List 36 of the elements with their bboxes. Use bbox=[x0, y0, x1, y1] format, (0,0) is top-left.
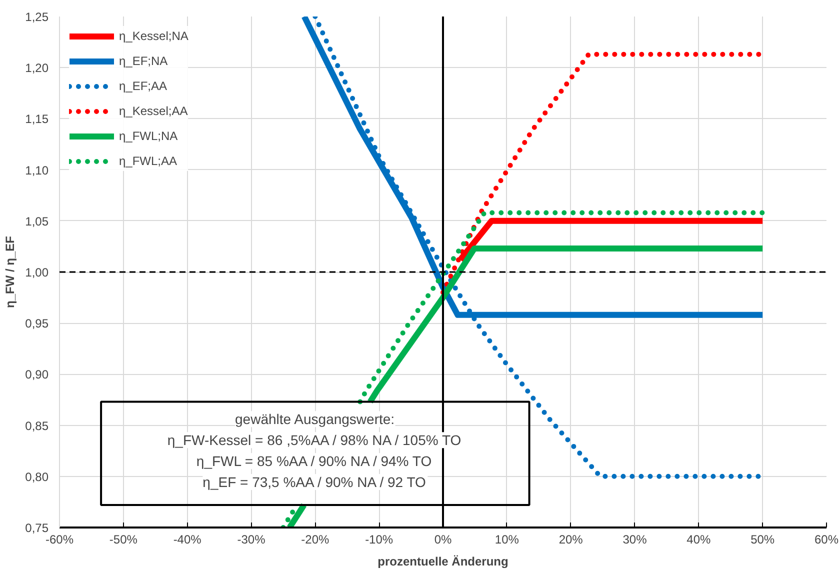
annotation: η_FW-Kessel = 86 ,5%AA / 98% NA / 105% TO bbox=[167, 432, 462, 448]
annotation: gewählte Ausgangswerte: bbox=[235, 411, 395, 428]
x-tick-label: 60% bbox=[814, 532, 839, 546]
legend-label: η_EF;NA bbox=[119, 54, 168, 68]
annotation: η_FWL = 85 %AA / 90% NA / 94% TO bbox=[196, 453, 432, 470]
legend-label: η_Kessel;NA bbox=[119, 29, 188, 43]
x-tick-label: -10% bbox=[365, 532, 394, 546]
y-axis-title: η_FW / η_EF bbox=[3, 236, 18, 308]
y-tick-label: 0,75 bbox=[25, 521, 49, 535]
x-tick-label: 30% bbox=[622, 532, 648, 546]
y-tick-label: 1,15 bbox=[25, 112, 49, 126]
x-tick-label: 50% bbox=[750, 532, 775, 546]
y-tick-label: 1,25 bbox=[25, 10, 49, 24]
legend-label: η_FWL;AA bbox=[119, 154, 178, 168]
y-tick-label: 1,05 bbox=[25, 214, 49, 228]
x-tick-label: -30% bbox=[237, 532, 266, 546]
x-tick-label: 0% bbox=[434, 532, 452, 546]
x-tick-label: -50% bbox=[109, 532, 138, 546]
y-tick-label: 0,85 bbox=[25, 418, 49, 433]
x-tick-label: 20% bbox=[558, 532, 584, 546]
x-tick-label: -60% bbox=[45, 532, 74, 546]
legend-label: η_FWL;NA bbox=[119, 129, 178, 143]
x-tick-label: 40% bbox=[686, 532, 712, 546]
y-tick-label: 1,20 bbox=[25, 61, 49, 76]
y-tick-label: 0,95 bbox=[25, 316, 49, 331]
x-tick-label: -40% bbox=[173, 532, 202, 546]
legend-label: η_Kessel;AA bbox=[119, 104, 188, 118]
y-tick-label: 1,10 bbox=[25, 163, 49, 178]
y-tick-label: 0,80 bbox=[25, 470, 49, 484]
y-tick-label: 1,00 bbox=[25, 266, 49, 280]
x-tick-label: 10% bbox=[494, 532, 520, 546]
y-tick-label: 0,90 bbox=[25, 368, 49, 382]
legend-label: η_EF;AA bbox=[119, 79, 168, 93]
x-axis-title: prozentuelle Änderung bbox=[378, 554, 508, 568]
annotation: η_EF = 73,5 %AA / 90% NA / 92 TO bbox=[202, 474, 426, 490]
x-tick-label: -20% bbox=[301, 532, 330, 546]
